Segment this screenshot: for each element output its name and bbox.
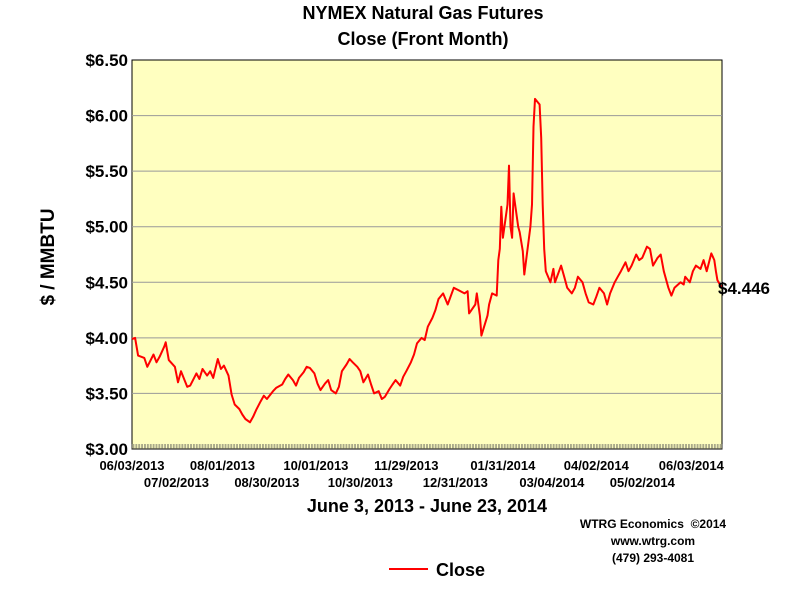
y-tick-label: $4.50	[85, 273, 128, 292]
x-tick-label: 08/30/2013	[234, 475, 299, 490]
y-tick-labels: $3.00 $3.50 $4.00 $4.50 $5.00 $5.50 $6.00 $6.50	[85, 51, 128, 459]
y-axis-label: $ / MMBTU	[38, 208, 59, 305]
x-tick-label: 10/01/2013	[283, 458, 348, 473]
x-tick-label: 07/02/2013	[144, 475, 209, 490]
credit-company: WTRG Economics ©2014	[580, 517, 727, 531]
plot-area	[131, 59, 723, 450]
credit-phone: (479) 293-4081	[612, 551, 694, 565]
x-tick-label: 06/03/2013	[99, 458, 164, 473]
x-minor-ticks	[131, 444, 723, 449]
legend-label-close: Close	[436, 560, 485, 580]
x-tick-label: 10/30/2013	[328, 475, 393, 490]
x-tick-label: 04/02/2014	[564, 458, 630, 473]
x-tick-label: 01/31/2014	[470, 458, 536, 473]
y-tick-label: $3.00	[85, 440, 128, 459]
x-tick-label: 05/02/2014	[610, 475, 676, 490]
end-value-label: $4.446	[718, 279, 770, 298]
x-tick-label: 08/01/2013	[190, 458, 255, 473]
y-tick-label: $6.00	[85, 107, 128, 126]
chart-title: NYMEX Natural Gas Futures	[302, 3, 543, 23]
x-minor-tick-marks	[131, 444, 723, 449]
x-tick-label: 11/29/2013	[374, 458, 438, 473]
gridlines	[132, 115, 722, 394]
chart-subtitle: Close (Front Month)	[338, 29, 509, 49]
x-tick-label: 06/03/2014	[659, 458, 725, 473]
y-tick-label: $5.50	[85, 162, 128, 181]
series-line-close	[131, 97, 723, 424]
credit-website: www.wtrg.com	[610, 534, 695, 548]
x-tick-label: 03/04/2014	[519, 475, 585, 490]
series-layer	[131, 97, 723, 424]
y-tick-label: $6.50	[85, 51, 128, 70]
x-tick-labels: 06/03/2013 08/01/2013 10/01/2013 11/29/2013…	[99, 458, 724, 490]
y-tick-label: $4.00	[85, 329, 128, 348]
x-axis-label: June 3, 2013 - June 23, 2014	[307, 496, 547, 516]
y-tick-label: $3.50	[85, 384, 128, 403]
x-tick-label: 12/31/2013	[423, 475, 488, 490]
y-tick-label: $5.00	[85, 218, 128, 237]
